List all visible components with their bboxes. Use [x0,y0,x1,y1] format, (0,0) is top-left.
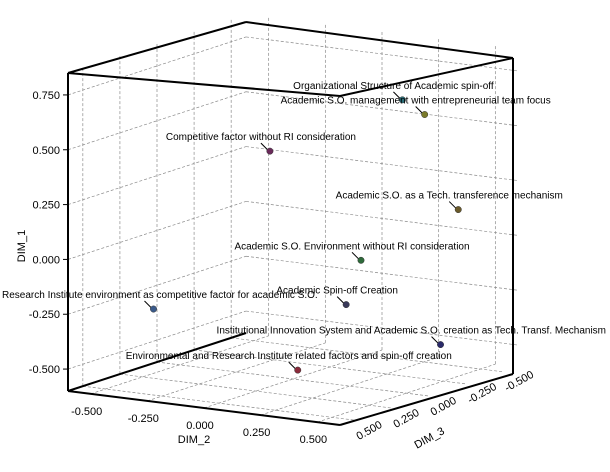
data-point: Academic S.O. as a Tech. transference me… [336,191,563,214]
tick-label-dim3: -0.250 [466,381,499,407]
tick-label-dim2: -0.500 [71,406,102,418]
tick-label-dim1: 0.250 [32,200,60,212]
grid-line-dim1 [67,201,247,260]
data-point: Institutional Innovation System and Acad… [217,326,606,349]
point-marker [421,111,429,118]
point-label: Research Institute environment as compet… [2,290,318,301]
axis-title-dim3: DIM_3 [412,425,446,451]
grid-line-dim2 [147,342,326,402]
point-label: Competitive factor without RI considerat… [166,132,356,143]
data-point: Competitive factor without RI considerat… [166,132,356,155]
frame-edge [245,21,514,59]
point-leader-line [351,251,360,260]
tick-label-dim1: 0.500 [32,145,60,157]
point-marker [437,341,444,349]
point-label: Institutional Innovation System and Acad… [217,326,606,337]
grid-line-dim3 [119,373,392,409]
data-point: Academic Spin-off Creation [276,286,398,309]
tick-label-dim2: -0.250 [128,413,159,425]
point-marker [454,206,462,214]
frame-edge [67,21,247,74]
grid-line-dim1 [67,146,247,205]
grid-line-dim3 [156,361,430,397]
point-leader-line [393,91,401,100]
grid-line-dim1 [67,91,247,151]
point-label: Academic S.O. as a Tech. transference me… [336,191,563,202]
point-marker [398,96,406,104]
tick-label-dim3: -0.500 [503,369,536,395]
point-marker [357,256,365,264]
tick-label-dim1: -0.250 [29,309,60,321]
point-leader-line [260,142,269,151]
grid-line-dim2 [260,356,439,416]
axis-title-dim2: DIM_2 [178,434,210,446]
point-leader-line [288,361,297,370]
tick-label-dim2: 0.500 [300,434,328,446]
tick-label-dim3: 0.250 [392,407,422,431]
tick-label-dim1: 0.750 [32,90,60,102]
point-marker [342,301,350,309]
frame-edge [339,57,514,97]
data-points: Organizational Structure of Academic spi… [2,81,606,374]
point-leader-line [431,336,439,344]
point-label: Environmental and Research Institute rel… [126,351,452,362]
data-point: Academic S.O. management with entreprene… [281,96,551,118]
tick-label-dim1: -0.500 [29,364,60,376]
tick-label-dim1: 0.000 [32,254,60,266]
point-leader-line [144,300,152,309]
frame-edge [67,332,247,392]
point-label: Academic S.O. management with entreprene… [281,96,551,107]
grid-line-dim1 [67,310,247,370]
data-point: Organizational Structure of Academic spi… [293,81,494,104]
tick-label-dim2: 0.250 [243,427,271,439]
data-point: Environmental and Research Institute rel… [126,351,452,374]
point-leader-line [448,201,457,209]
grid-line-dim2 [317,363,496,423]
grid-line-dim2 [90,335,269,395]
point-marker [294,366,302,374]
data-point: Research Institute environment as compet… [2,290,318,313]
point-label: Organizational Structure of Academic spi… [293,81,494,92]
plot-frame [67,21,514,426]
tick-labels: 0.7500.5000.2500.000-0.250-0.500-0.500-0… [29,90,536,446]
grid-line-dim3 [82,385,355,421]
grid-line-dim1 [67,255,247,315]
point-marker [266,147,274,155]
point-leader-line [415,106,424,114]
grid-line-dim2 [203,349,383,409]
point-label: Academic S.O. Environment without RI con… [234,241,469,252]
grid-line-dim3 [194,349,467,385]
frame-edge [339,373,514,426]
point-marker [150,305,157,313]
frame-edge [67,390,341,426]
frame-edge [67,72,341,97]
tick-label-dim2: 0.000 [186,420,214,432]
tick-label-dim3: 0.500 [354,419,384,443]
axis-title-dim1: DIM_1 [16,230,28,262]
grid-line-dim1 [67,36,247,96]
data-point: Academic S.O. Environment without RI con… [234,241,470,264]
point-leader-line [336,296,345,304]
point-label: Academic Spin-off Creation [276,286,398,297]
grid-lines [67,17,519,423]
grid-line-dim3 [231,337,504,373]
